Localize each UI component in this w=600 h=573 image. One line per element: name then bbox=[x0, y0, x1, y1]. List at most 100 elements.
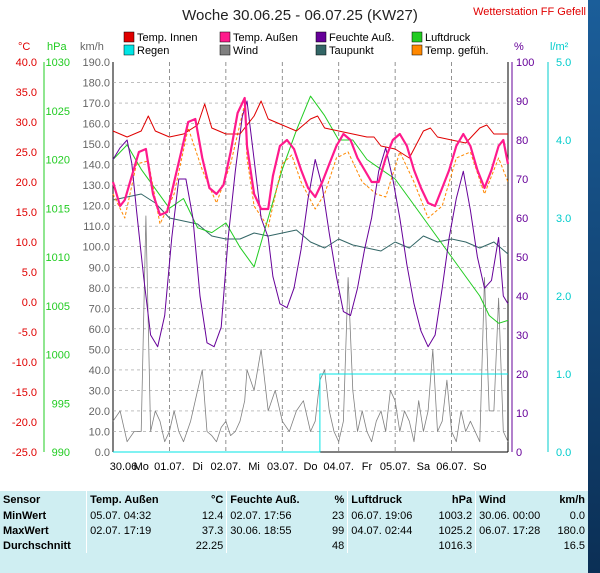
pressure-tick-label: 1005 bbox=[46, 301, 70, 313]
legend-label: Luftdruck bbox=[425, 32, 471, 44]
stats-wind-when: 30.06. 00:00 bbox=[475, 508, 555, 523]
x-tick-label: 06.07. bbox=[436, 461, 467, 473]
stats-header-row: Sensor Temp. Außen °C Feuchte Auß. % Luf… bbox=[0, 491, 588, 508]
humidity-tick-label: 100 bbox=[516, 57, 534, 69]
wind-tick-label: 80.0 bbox=[89, 283, 110, 295]
rain-tick-label: 3.0 bbox=[556, 213, 571, 225]
legend-swatch bbox=[219, 31, 231, 43]
x-tick-label: 05.07. bbox=[380, 461, 411, 473]
wind-tick-label: 180.0 bbox=[82, 78, 110, 90]
pressure-tick-label: 1025 bbox=[46, 106, 70, 118]
stats-hum-header: Feuchte Auß. bbox=[226, 491, 318, 508]
grid bbox=[113, 62, 508, 452]
temp-tick-label: 35.0 bbox=[16, 87, 37, 99]
stats-press-value: 1003.2 bbox=[438, 509, 473, 522]
x-tick-label: 30.06. bbox=[110, 461, 141, 473]
temp-tick-label: 30.0 bbox=[16, 117, 37, 129]
temp-tick-label: -15.0 bbox=[12, 387, 37, 399]
stats-temp-when: 02.07. 17:19 bbox=[86, 523, 182, 538]
wind-tick-label: 120.0 bbox=[82, 201, 110, 213]
humidity-tick-label: 50 bbox=[516, 252, 528, 264]
humidity-tick-label: 40 bbox=[516, 291, 528, 303]
stats-row-label: MinWert bbox=[3, 509, 47, 522]
stats-hum-value: 99 bbox=[331, 524, 345, 537]
pressure-tick-label: 1010 bbox=[46, 252, 70, 264]
axis-unit-labels: °C hPa km/h% l/m² bbox=[18, 41, 569, 53]
stats-hum-value: 23 bbox=[331, 509, 345, 522]
x-tick-label: Do bbox=[303, 461, 317, 473]
legend-swatch bbox=[123, 31, 135, 43]
x-tick-label: Di bbox=[192, 461, 202, 473]
pressure-tick-label: 1015 bbox=[46, 203, 70, 215]
stats-row-label: MaxWert bbox=[3, 524, 49, 537]
temp-tick-label: -25.0 bbox=[12, 447, 37, 459]
stats-hum-when bbox=[226, 538, 318, 553]
legend-label: Feuchte Auß. bbox=[329, 32, 394, 44]
legend-label: Temp. gefüh. bbox=[425, 45, 489, 57]
stats-sensor-header: Sensor bbox=[3, 493, 41, 506]
series-line bbox=[113, 373, 508, 453]
stats-press-value: 1025.2 bbox=[438, 524, 473, 537]
rain-tick-label: 1.0 bbox=[556, 369, 571, 381]
pressure-tick-label: 990 bbox=[52, 447, 70, 459]
legend-swatch bbox=[123, 44, 135, 56]
wind-tick-label: 30.0 bbox=[89, 385, 110, 397]
stats-temp-value: 12.4 bbox=[201, 509, 224, 522]
rain-tick-label: 5.0 bbox=[556, 57, 571, 69]
temp-tick-label: 40.0 bbox=[16, 57, 37, 69]
legend-swatch bbox=[411, 31, 423, 43]
stats-row-average: Durchschnitt 22.25 48 1016.3 16.5 bbox=[0, 538, 588, 553]
series-line bbox=[112, 100, 508, 159]
series-line bbox=[111, 96, 510, 217]
plot-area bbox=[111, 95, 510, 453]
pressure-unit-label: hPa bbox=[47, 41, 67, 53]
rain-tick-label: 4.0 bbox=[556, 135, 571, 147]
series-line bbox=[112, 95, 509, 324]
legend-swatch bbox=[219, 44, 231, 56]
wind-tick-label: 70.0 bbox=[89, 303, 110, 315]
wind-tick-label: 110.0 bbox=[83, 221, 110, 233]
wind-tick-label: 0.0 bbox=[95, 447, 110, 459]
series-line bbox=[112, 103, 509, 228]
legend-swatch bbox=[411, 44, 423, 56]
x-tick-label: Sa bbox=[417, 461, 431, 473]
stats-hum-when: 30.06. 18:55 bbox=[226, 523, 318, 538]
legend-label: Temp. Innen bbox=[137, 32, 198, 44]
stats-temp-value: 22.25 bbox=[195, 539, 224, 552]
stats-temp-when bbox=[86, 538, 182, 553]
temp-tick-label: 25.0 bbox=[16, 147, 37, 159]
wind-tick-label: 150.0 bbox=[82, 139, 110, 151]
stats-temp-when: 05.07. 04:32 bbox=[86, 508, 182, 523]
stats-wind-when: 06.07. 17:28 bbox=[475, 523, 555, 538]
stats-wind-value: 180.0 bbox=[557, 524, 585, 537]
stats-press-when bbox=[347, 538, 430, 553]
chart-title: Woche 30.06.25 - 06.07.25 (KW27) bbox=[182, 7, 418, 24]
station-name: Wetterstation FF Gefell bbox=[473, 6, 586, 18]
temp-tick-label: 0.0 bbox=[22, 297, 37, 309]
stats-row-min: MinWert 05.07. 04:32 12.4 02.07. 17:56 2… bbox=[0, 508, 588, 523]
x-tick-label: Mi bbox=[248, 461, 260, 473]
humidity-tick-label: 60 bbox=[516, 213, 528, 225]
stats-temp-unit: °C bbox=[210, 493, 224, 506]
stats-press-value: 1016.3 bbox=[438, 539, 473, 552]
x-tick-label: So bbox=[473, 461, 486, 473]
statistics-panel: Sensor Temp. Außen °C Feuchte Auß. % Luf… bbox=[0, 491, 588, 573]
wind-tick-label: 10.0 bbox=[89, 426, 110, 438]
wind-tick-label: 90.0 bbox=[89, 262, 110, 274]
temp-tick-label: 20.0 bbox=[16, 177, 37, 189]
x-tick-label: 04.07. bbox=[323, 461, 354, 473]
x-tick-label: 01.07. bbox=[154, 461, 185, 473]
stats-row-max: MaxWert 02.07. 17:19 37.3 30.06. 18:55 9… bbox=[0, 523, 588, 538]
x-axis-labels: 30.06.Mo 01.07. Di 02.07. Mi 03.07. Do 04.07. Fr… bbox=[110, 461, 487, 473]
stats-press-when: 06.07. 19:06 bbox=[347, 508, 430, 523]
humidity-unit-label: % bbox=[514, 41, 524, 53]
stats-press-header: Luftdruck bbox=[347, 491, 430, 508]
series-line bbox=[112, 215, 509, 443]
x-tick-label: 02.07. bbox=[211, 461, 242, 473]
legend-swatch bbox=[315, 44, 327, 56]
chart-legend: Temp. Innen Temp. Außen Feuchte Auß. Luftdr… bbox=[123, 31, 489, 57]
weather-chart: Woche 30.06.25 - 06.07.25 (KW27) Wetters… bbox=[11, 6, 586, 473]
temp-tick-label: 15.0 bbox=[16, 207, 37, 219]
statistics-table: Sensor Temp. Außen °C Feuchte Auß. % Luf… bbox=[0, 491, 588, 553]
